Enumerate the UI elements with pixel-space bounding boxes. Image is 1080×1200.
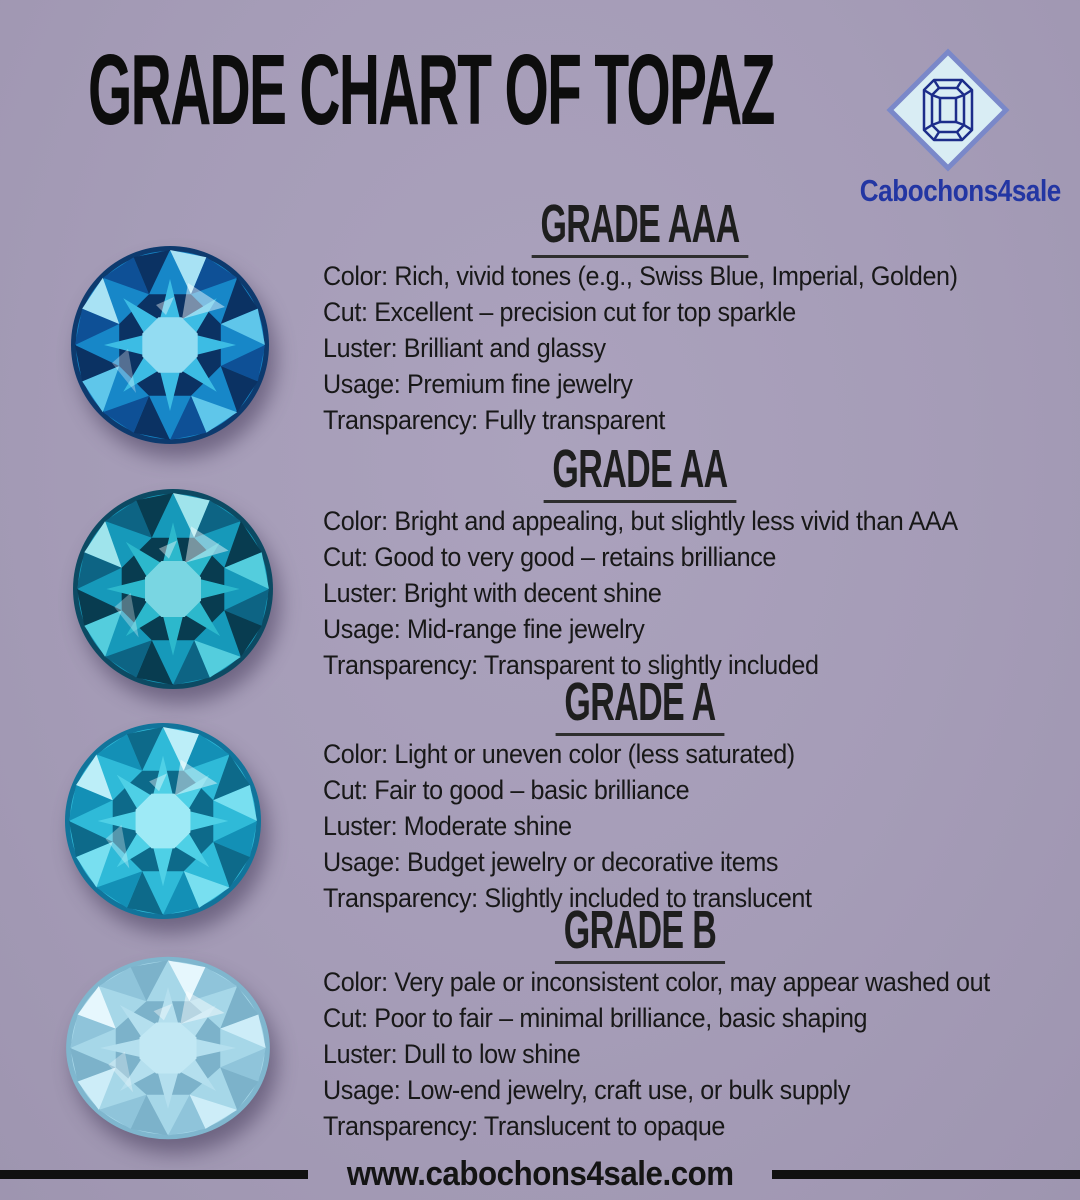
spec-transparency: Transparency: Fully transparent (323, 405, 666, 435)
footer-rule-right (772, 1170, 1080, 1179)
website-url: www.cabochons4sale.com (346, 1155, 734, 1193)
footer-rule-left (0, 1170, 308, 1179)
spec-luster: Luster: Bright with decent shine (323, 578, 662, 608)
spec-usage: Usage: Low-end jewelry, craft use, or bu… (323, 1075, 851, 1105)
spec-cut: Cut: Fair to good – basic brilliance (323, 775, 690, 805)
section-grade-aaa: GRADE AAA Color: Rich, vivid tones (e.g.… (310, 197, 1080, 438)
spec-color: Color: Light or uneven color (less satur… (323, 739, 795, 769)
spec-usage: Usage: Budget jewelry or decorative item… (323, 847, 779, 877)
footer: www.cabochons4sale.com (0, 1155, 1080, 1194)
page-title: GRADE CHART OF TOPAZ (88, 34, 775, 146)
gem-image-grade-aa (72, 488, 274, 690)
spec-usage: Usage: Mid-range fine jewelry (323, 614, 645, 644)
spec-color: Color: Rich, vivid tones (e.g., Swiss Bl… (323, 261, 958, 291)
spec-usage: Usage: Premium fine jewelry (323, 369, 633, 399)
spec-luster: Luster: Moderate shine (323, 811, 572, 841)
spec-cut: Cut: Poor to fair – minimal brilliance, … (323, 1003, 868, 1033)
diamond-logo-icon (886, 48, 1010, 172)
gem-image-grade-aaa (70, 245, 270, 445)
spec-transparency: Transparency: Translucent to opaque (323, 1111, 726, 1141)
gem-image-grade-a (64, 722, 262, 920)
brand-name: Cabochons4sale (859, 173, 1061, 208)
section-grade-aa: GRADE AA Color: Bright and appealing, bu… (310, 442, 1080, 683)
spec-color: Color: Bright and appealing, but slightl… (323, 506, 958, 536)
spec-cut: Cut: Excellent – precision cut for top s… (323, 297, 796, 327)
section-grade-a: GRADE A Color: Light or uneven color (le… (310, 675, 1080, 916)
section-heading: GRADE B (554, 903, 726, 964)
spec-transparency: Transparency: Slightly included to trans… (323, 883, 812, 913)
spec-luster: Luster: Brilliant and glassy (323, 333, 606, 363)
section-heading: GRADE AAA (531, 197, 749, 258)
section-heading: GRADE A (555, 675, 725, 736)
section-heading: GRADE AA (543, 442, 737, 503)
spec-luster: Luster: Dull to low shine (323, 1039, 581, 1069)
spec-transparency: Transparency: Transparent to slightly in… (323, 650, 819, 680)
section-grade-b: GRADE B Color: Very pale or inconsistent… (310, 903, 1080, 1144)
spec-cut: Cut: Good to very good – retains brillia… (323, 542, 777, 572)
gem-image-grade-b (70, 950, 266, 1146)
brand-logo: Cabochons4sale (843, 46, 1061, 209)
spec-color: Color: Very pale or inconsistent color, … (323, 967, 990, 997)
